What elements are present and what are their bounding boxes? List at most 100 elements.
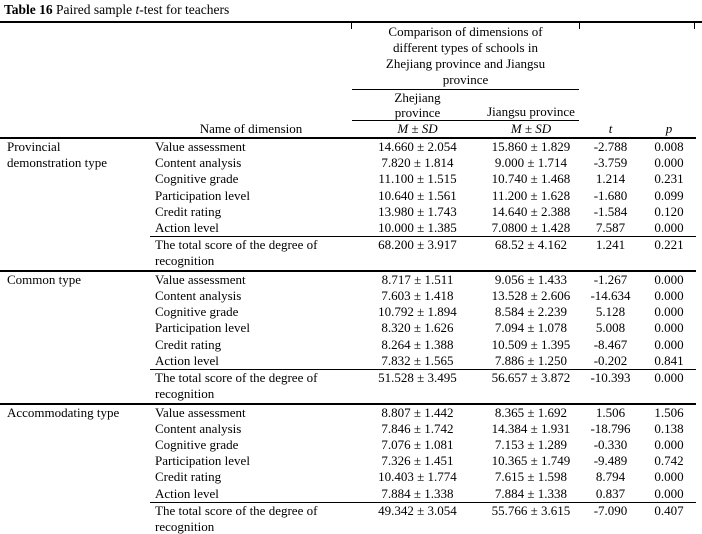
zhejiang-value: 13.980 ± 1.743 [378,203,457,219]
table-row: Action level 10.000 ± 1.385 7.0800 ± 1.4… [0,220,696,237]
jiangsu-value: 7.0800 ± 1.428 [491,220,571,236]
zhejiang-total: 68.200 ± 3.917 [352,236,483,271]
school-type-label: Provincial demonstration type [7,139,108,171]
column-header-msd-zhejiang: M ± SD [352,120,483,139]
table-row: Action level 7.832 ± 1.565 7.886 ± 1.250… [0,353,696,370]
zhejiang-value: 10.792 ± 1.894 [378,304,457,320]
p-value: 0.000 [654,287,684,303]
dimension-name: Action level [155,485,219,501]
zhejiang-value: 7.884 ± 1.338 [381,485,454,501]
school-type-cell: Common type [0,271,150,404]
table-title-suffix: -test for teachers [139,2,230,17]
zhejiang-value: 7.326 ± 1.451 [381,453,454,469]
dimension-name: Action level [155,352,219,368]
p-total: 0.000 [642,368,696,404]
dimension-name: Credit rating [155,336,222,352]
p-value: 0.000 [654,304,684,320]
t-value: 7.587 [595,220,626,236]
t-value: -8.467 [593,336,628,352]
table-row: Participation level 7.326 ± 1.451 10.365… [0,453,696,469]
jiangsu-value: 13.528 ± 2.606 [491,287,571,303]
header-empty-cell [0,120,150,139]
t-value: -2.788 [593,139,628,154]
zhejiang-value: 8.320 ± 1.626 [381,320,454,336]
zhejiang-value: 7.603 ± 1.418 [381,287,454,303]
school-type-cell: Accommodating type [0,404,150,534]
jiangsu-value: 8.365 ± 1.692 [494,404,568,420]
table-number: Table 16 [4,2,53,17]
dimension-name: Participation level [155,320,250,336]
dimension-name: Action level [155,220,219,236]
p-value: 0.138 [654,420,684,436]
table-row: Credit rating 8.264 ± 1.388 10.509 ± 1.3… [0,337,696,353]
table-title-italic-t: t [135,2,140,17]
t-value: 0.837 [595,485,626,501]
table-row: Cognitive grade 7.076 ± 1.081 7.153 ± 1.… [0,437,696,453]
zhejiang-value: 8.717 ± 1.511 [381,271,454,287]
header-empty-cell [642,23,696,90]
table-row: Content analysis 7.846 ± 1.742 14.384 ± … [0,421,696,437]
table-row: Credit rating 13.980 ± 1.743 14.640 ± 2.… [0,204,696,220]
t-value: 5.008 [595,320,626,336]
block-provincial-demonstration: Provincial demonstration type Value asse… [0,138,696,271]
header-empty-cell [0,90,352,121]
table-title: Table 16 Paired sample t-test for teache… [4,2,229,18]
dimension-name: Credit rating [155,469,222,485]
zhejiang-total: 51.528 ± 3.495 [352,368,483,404]
table-row: Common type Value assessment 8.717 ± 1.5… [0,271,696,288]
table-header: Comparison of dimensions of different ty… [0,23,696,139]
p-value: 0.000 [654,220,684,236]
jiangsu-value: 14.384 ± 1.931 [491,420,571,436]
jiangsu-value: 7.884 ± 1.338 [494,485,568,501]
jiangsu-value: 9.056 ± 1.433 [494,271,568,287]
header-empty-cell [579,23,642,90]
total-score-label: The total score of the degree of recogni… [155,369,318,402]
t-total: -7.090 [579,501,642,534]
p-value: 0.099 [654,187,684,203]
t-value: -1.584 [593,203,628,219]
jiangsu-value: 10.740 ± 1.468 [491,171,571,187]
column-header-msd-jiangsu: M ± SD [483,120,579,139]
t-value: 1.506 [595,404,626,420]
p-value: 0.008 [654,139,684,154]
t-value: 1.214 [595,171,626,187]
p-value: 0.120 [654,203,684,219]
table-row: Participation level 8.320 ± 1.626 7.094 … [0,320,696,336]
school-type-label: Common type [7,271,82,287]
dimension-name: Value assessment [155,139,246,154]
dimension-name: Participation level [155,187,250,203]
p-value: 0.000 [654,485,684,501]
table-row: Credit rating 10.403 ± 1.774 7.615 ± 1.5… [0,469,696,485]
table-row: Cognitive grade 10.792 ± 1.894 8.584 ± 2… [0,304,696,320]
table-row: Action level 7.884 ± 1.338 7.884 ± 1.338… [0,486,696,503]
total-row: The total score of the degree of recogni… [0,501,696,534]
dimension-name: Cognitive grade [155,304,239,320]
p-value: 0.231 [654,171,684,187]
dimension-name: Cognitive grade [155,171,239,187]
header-empty-cell [642,90,696,121]
column-tick [579,23,580,29]
dimension-name: Content analysis [155,155,242,170]
jiangsu-value: 14.640 ± 2.388 [491,203,571,219]
column-header-jiangsu: Jiangsu province [483,89,579,121]
total-score-label-cell: The total score of the degree of recogni… [150,368,352,404]
jiangsu-value: 7.153 ± 1.289 [494,436,568,452]
t-total: 1.241 [579,236,642,271]
jiangsu-value: 7.615 ± 1.598 [494,469,568,485]
column-header-p: p [642,120,696,139]
p-value: 0.000 [654,336,684,352]
t-value: -14.634 [590,287,631,303]
zhejiang-value: 8.264 ± 1.388 [381,336,454,352]
dimension-name: Credit rating [155,203,222,219]
column-header-dimension: Name of dimension [150,120,352,139]
block-accommodating-type: Accommodating type Value assessment 8.80… [0,404,696,534]
jiangsu-total: 56.657 ± 3.872 [483,368,579,404]
t-value: -1.267 [593,271,628,287]
total-score-label: The total score of the degree of recogni… [155,237,318,269]
t-value: -1.680 [593,187,628,203]
dimension-name: Cognitive grade [155,436,239,452]
table-row: Cognitive grade 11.100 ± 1.515 10.740 ± … [0,171,696,187]
zhejiang-value: 8.807 ± 1.442 [381,404,454,420]
jiangsu-total: 55.766 ± 3.615 [483,501,579,534]
